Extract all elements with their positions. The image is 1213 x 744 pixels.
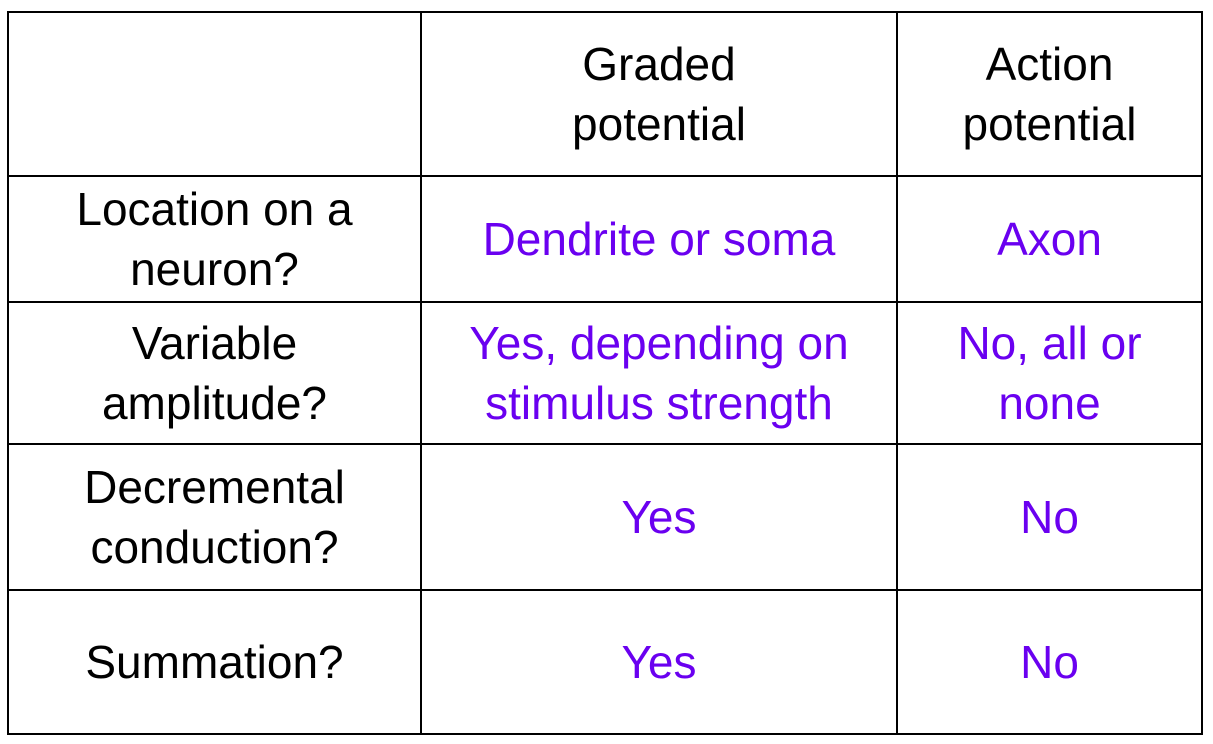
cell-line: Graded: [582, 38, 736, 90]
cell-line: Summation?: [85, 636, 344, 688]
grid-line: [896, 12, 898, 735]
row-header: Decremental conduction?: [8, 444, 421, 590]
cell-line: neuron?: [130, 243, 299, 295]
cell-line: Axon: [997, 213, 1102, 265]
grid-line: [7, 12, 9, 735]
grid-line: [7, 175, 1203, 177]
grid-line: [7, 443, 1203, 445]
row-header: Variable amplitude?: [8, 302, 421, 444]
column-header: Graded potential: [421, 12, 897, 176]
cell-line: Yes: [621, 636, 697, 688]
table-cell: Dendrite or soma: [421, 176, 897, 302]
grid-line: [7, 301, 1203, 303]
cell-line: Decremental: [84, 461, 345, 513]
grid-line: [7, 589, 1203, 591]
table-cell: Yes, depending on stimulus strength: [421, 302, 897, 444]
cell-line: none: [998, 377, 1101, 429]
column-header: Action potential: [897, 12, 1202, 176]
cell-line: Variable: [131, 317, 298, 369]
table-cell: No, all or none: [897, 302, 1202, 444]
cell-line: Yes, depending on: [469, 317, 849, 369]
cell-line: potential: [962, 98, 1137, 150]
cell-line: Action: [985, 38, 1114, 90]
row-header: Summation?: [8, 590, 421, 734]
cell-line: No: [1020, 636, 1079, 688]
table-cell: Yes: [421, 444, 897, 590]
cell-line: conduction?: [90, 521, 339, 573]
grid-line: [1201, 12, 1203, 735]
table-cell: No: [897, 590, 1202, 734]
cell-line: stimulus strength: [485, 377, 833, 429]
grid-line: [7, 11, 1203, 13]
cell-line: Location on a: [76, 183, 353, 235]
cell-line: No: [1020, 491, 1079, 543]
table-cell: No: [897, 444, 1202, 590]
cell-line: potential: [572, 98, 746, 150]
grid-line: [420, 12, 422, 735]
table-cell: Yes: [421, 590, 897, 734]
cell-line: Dendrite or soma: [482, 213, 836, 265]
cell-line: amplitude?: [101, 377, 328, 429]
cell-line: No, all or: [957, 317, 1142, 369]
table-cell: Axon: [897, 176, 1202, 302]
grid-line: [7, 733, 1203, 735]
row-header: Location on a neuron?: [8, 176, 421, 302]
cell-line: Yes: [621, 491, 697, 543]
